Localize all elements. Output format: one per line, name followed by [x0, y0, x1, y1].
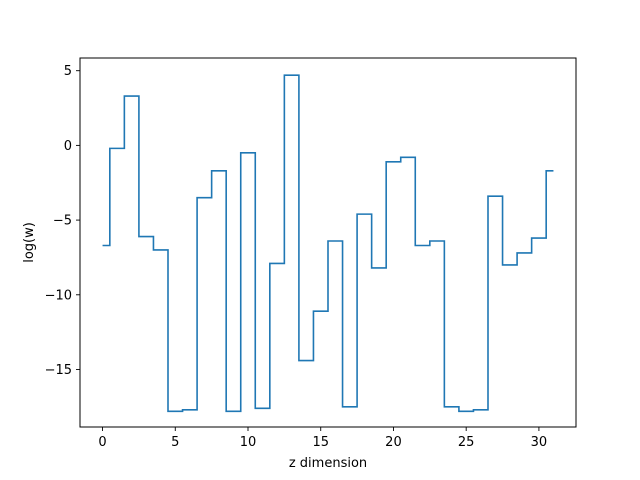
y-tick-label: −15 [45, 363, 72, 378]
y-axis-label: log(w) [22, 222, 37, 263]
y-tick-label: 0 [64, 139, 72, 154]
axes-frame [79, 57, 577, 428]
x-tick-label: 30 [531, 435, 548, 450]
x-tick-label: 0 [98, 435, 106, 450]
x-tick-label: 10 [240, 435, 257, 450]
x-tick-label: 5 [171, 435, 179, 450]
y-tick-label: 5 [64, 64, 72, 79]
x-tick-label: 25 [458, 435, 475, 450]
y-tick-label: −5 [53, 214, 72, 229]
x-axis-label: z dimension [289, 456, 367, 471]
x-tick-label: 20 [385, 435, 402, 450]
x-tick-label: 15 [312, 435, 329, 450]
x-axis-ticks: 0 5 10 15 20 25 30 [98, 427, 547, 450]
y-axis-ticks: 5 0 −5 −10 −15 [45, 64, 80, 378]
y-tick-label: −10 [45, 288, 72, 303]
series-line-0 [102, 74, 554, 413]
plot-area [102, 74, 554, 413]
